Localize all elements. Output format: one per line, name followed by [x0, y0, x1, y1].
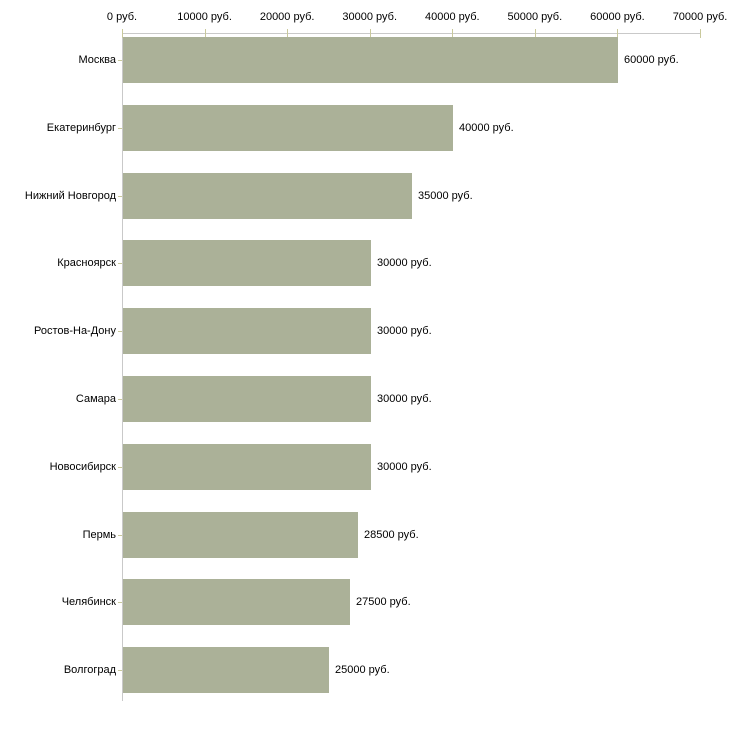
x-tick-label: 30000 руб.: [342, 11, 398, 23]
bar: [123, 376, 371, 422]
bar: [123, 37, 618, 83]
y-tick: [118, 535, 122, 536]
x-tick-label: 70000 руб.: [672, 11, 728, 23]
y-tick: [118, 602, 122, 603]
x-tick-label: 20000 руб.: [259, 11, 315, 23]
bar-value-label: 30000 руб.: [377, 325, 432, 338]
bar: [123, 512, 358, 558]
x-tick: [287, 29, 288, 38]
y-tick-label: Москва: [78, 54, 116, 66]
y-tick-label: Красноярск: [57, 257, 116, 270]
bar: [123, 647, 329, 693]
y-tick-label: Ростов-На-Дону: [33, 325, 116, 338]
y-tick-label: Новосибирск: [49, 460, 116, 473]
x-tick-label: 10000 руб.: [177, 11, 232, 23]
y-tick-label: Самара: [75, 393, 116, 405]
bar-value-label: 60000 руб.: [624, 54, 679, 66]
y-tick: [118, 128, 122, 129]
y-tick: [118, 263, 122, 264]
bar-value-label: 30000 руб.: [377, 257, 432, 270]
x-tick: [370, 29, 371, 38]
y-tick-label: Волгоград: [63, 664, 116, 677]
bar-value-label: 25000 руб.: [335, 664, 390, 677]
y-tick: [118, 670, 122, 671]
y-tick-label: Екатеринбург: [46, 121, 116, 134]
y-tick-label: Челябинск: [61, 596, 116, 609]
bar-value-label: 28500 руб.: [364, 528, 419, 541]
bar: [123, 173, 412, 219]
y-tick-label: Нижний Новгород: [24, 189, 116, 202]
y-tick: [118, 60, 122, 61]
x-axis-line: [122, 33, 700, 34]
x-tick-label: 50000 руб.: [507, 11, 563, 23]
x-tick-label: 60000 руб.: [590, 11, 645, 23]
y-tick-label: Пермь: [82, 528, 116, 541]
x-tick-label: 0 руб.: [106, 11, 138, 23]
bar-value-label: 30000 руб.: [377, 460, 432, 473]
bar: [123, 240, 371, 286]
x-tick: [452, 29, 453, 38]
bar: [123, 308, 371, 354]
y-tick: [118, 467, 122, 468]
bar-value-label: 35000 руб.: [418, 189, 473, 202]
bar-value-label: 27500 руб.: [356, 596, 411, 609]
y-tick: [118, 399, 122, 400]
x-tick: [535, 29, 536, 38]
bar-value-label: 40000 руб.: [459, 121, 514, 134]
y-axis-line: [122, 33, 123, 701]
bar: [123, 444, 371, 490]
x-tick: [700, 29, 701, 38]
bar-value-label: 30000 руб.: [377, 393, 432, 405]
x-tick: [205, 29, 206, 38]
x-tick: [617, 29, 618, 38]
bar: [123, 579, 350, 625]
y-tick: [118, 331, 122, 332]
x-tick: [122, 29, 123, 38]
bar: [123, 105, 453, 151]
x-tick-label: 40000 руб.: [424, 11, 480, 23]
y-tick: [118, 196, 122, 197]
